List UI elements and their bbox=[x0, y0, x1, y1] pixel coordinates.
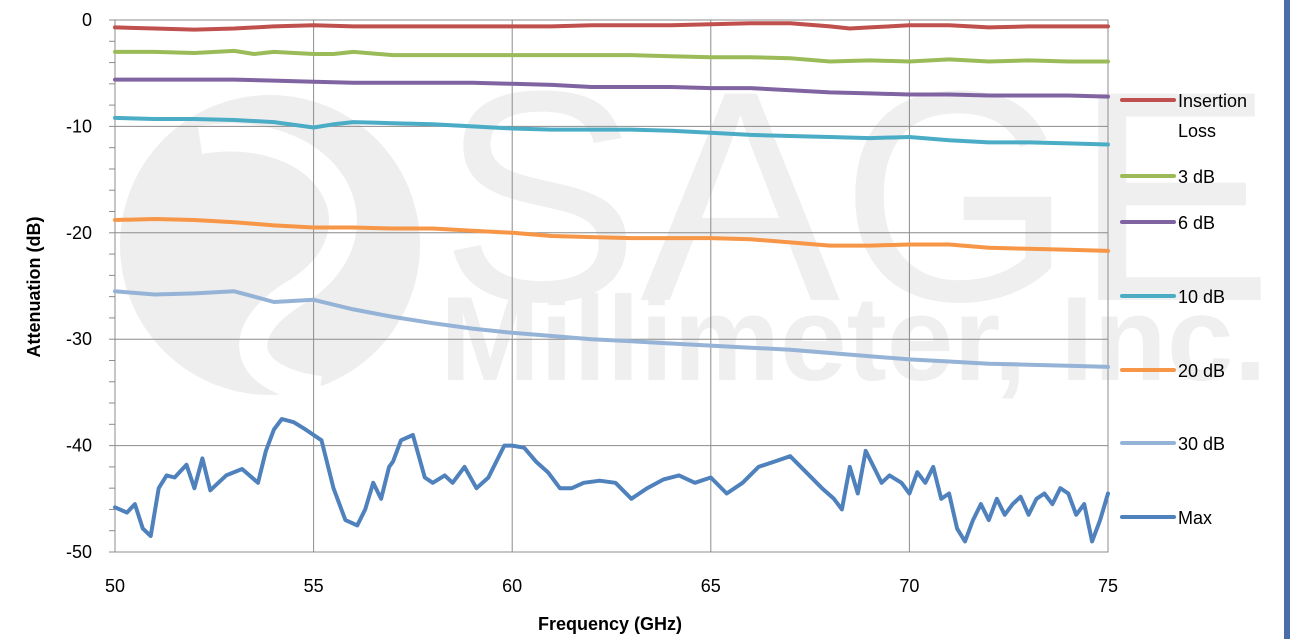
legend-label-30-db: 30 dB bbox=[1178, 434, 1225, 454]
x-tick-label: 55 bbox=[304, 576, 324, 596]
watermark-text-sage: SAGE bbox=[440, 28, 1274, 364]
series-line-max bbox=[113, 417, 1110, 544]
y-tick-label: -10 bbox=[66, 116, 92, 136]
legend-label-3-db: 3 dB bbox=[1178, 167, 1215, 187]
watermark-swoosh bbox=[197, 123, 357, 404]
legend-label-insertion-loss: Loss bbox=[1178, 121, 1216, 141]
legend-label-insertion-loss: Insertion bbox=[1178, 91, 1247, 111]
y-tick-label: -40 bbox=[66, 436, 92, 456]
legend-label-max: Max bbox=[1178, 508, 1212, 528]
plot-border bbox=[114, 19, 1109, 553]
watermark-circle bbox=[120, 95, 420, 395]
series-line-30-db bbox=[113, 289, 1110, 369]
axes: 50 55 60 65 70 75 0 -10 -20 -30 -40 -50 bbox=[66, 10, 1118, 596]
x-tick-label: 60 bbox=[502, 576, 522, 596]
series-line-6-db bbox=[113, 77, 1110, 99]
legend-label-20-db: 20 dB bbox=[1178, 361, 1225, 381]
frame-border bbox=[1284, 0, 1290, 639]
y-tick-label: 0 bbox=[82, 10, 92, 30]
series-line-3-db bbox=[113, 48, 1110, 64]
series-layer bbox=[113, 21, 1110, 544]
x-tick-label: 50 bbox=[105, 576, 125, 596]
x-tick-label: 70 bbox=[899, 576, 919, 596]
legend-label-6-db: 6 dB bbox=[1178, 213, 1215, 233]
x-tick-label: 75 bbox=[1098, 576, 1118, 596]
x-axis-title: Frequency (GHz) bbox=[538, 614, 682, 634]
y-axis-title: Attenuation (dB) bbox=[24, 217, 44, 358]
series-line-20-db bbox=[113, 217, 1110, 253]
y-tick-label: -50 bbox=[66, 542, 92, 562]
watermark-logo: SAGE Millimeter, Inc. bbox=[120, 28, 1274, 406]
y-tick-label: -30 bbox=[66, 329, 92, 349]
series-line-10-db bbox=[113, 115, 1110, 147]
series-line-insertion-loss bbox=[113, 21, 1110, 32]
legend: Insertion Loss 3 dB 6 dB 10 dB 20 dB 30 dB Max bbox=[1120, 91, 1247, 528]
y-tick-label: -20 bbox=[66, 223, 92, 243]
x-tick-label: 65 bbox=[701, 576, 721, 596]
legend-label-10-db: 10 dB bbox=[1178, 287, 1225, 307]
